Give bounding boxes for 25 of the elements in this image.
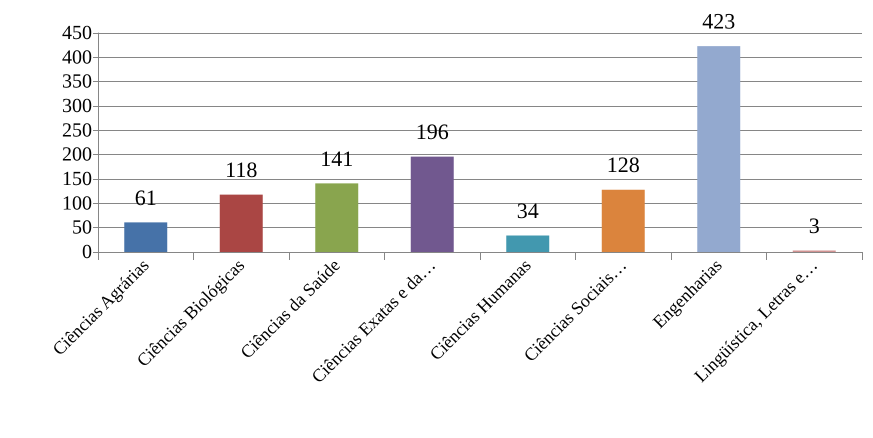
bar bbox=[506, 235, 550, 252]
bar bbox=[315, 183, 358, 252]
y-tick-label: 50 bbox=[72, 216, 92, 239]
data-label: 61 bbox=[134, 184, 157, 210]
data-label: 34 bbox=[516, 198, 539, 223]
y-tick-label: 350 bbox=[62, 70, 92, 93]
y-tick-label: 450 bbox=[62, 22, 92, 44]
y-tick-label: 100 bbox=[62, 192, 92, 214]
y-tick-label: 150 bbox=[62, 168, 92, 190]
data-label: 196 bbox=[416, 119, 449, 144]
data-label: 3 bbox=[808, 213, 820, 238]
y-tick-label: 0 bbox=[82, 241, 92, 263]
bar bbox=[220, 194, 263, 252]
data-label: 128 bbox=[606, 152, 640, 178]
y-tick-label: 200 bbox=[62, 144, 92, 166]
data-label: 118 bbox=[225, 157, 258, 182]
data-label: 141 bbox=[320, 146, 354, 171]
bar bbox=[410, 156, 454, 252]
y-tick-label: 250 bbox=[62, 119, 92, 142]
bar bbox=[602, 190, 645, 252]
y-tick-label: 400 bbox=[62, 46, 92, 68]
y-tick-label: 300 bbox=[62, 95, 92, 117]
bar bbox=[697, 46, 740, 252]
bar bbox=[124, 222, 168, 252]
data-label: 423 bbox=[702, 8, 736, 34]
